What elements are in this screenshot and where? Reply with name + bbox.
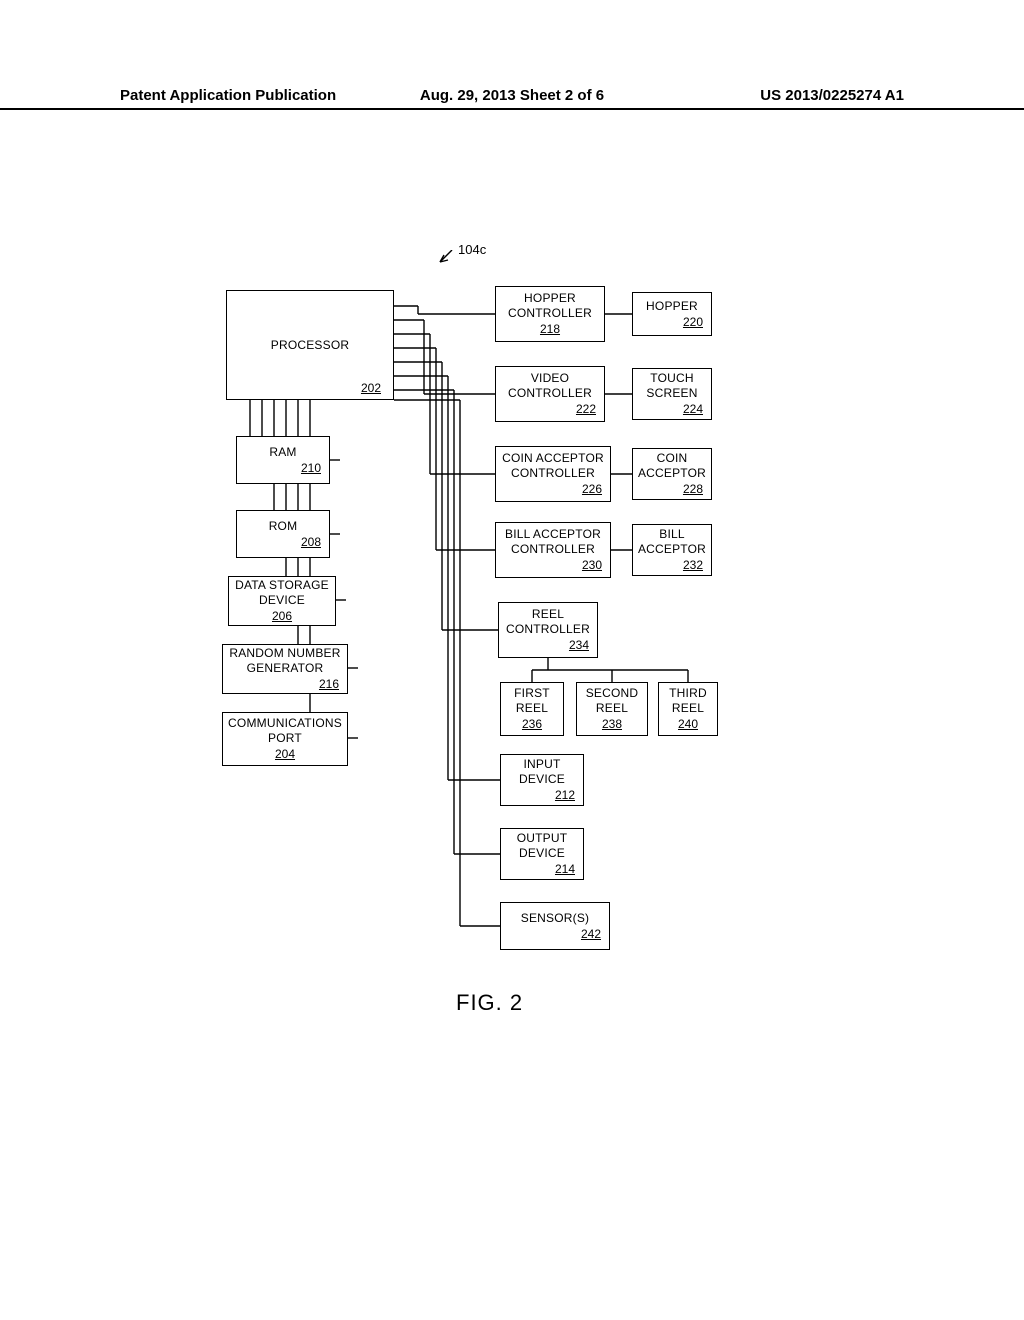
- reel-controller-label: REEL CONTROLLER: [503, 607, 593, 636]
- reel-controller-ref: 234: [569, 638, 589, 652]
- rom-ref: 208: [301, 535, 321, 549]
- figure-caption: FIG. 2: [456, 990, 523, 1016]
- video-controller-ref: 222: [576, 402, 596, 416]
- rng-label: RANDOM NUMBER GENERATOR: [227, 646, 343, 675]
- ram-label: RAM: [269, 445, 296, 459]
- reel-controller-block: REEL CONTROLLER 234: [498, 602, 598, 658]
- hopper-controller-block: HOPPER CONTROLLER 218: [495, 286, 605, 342]
- coin-acceptor-label: COIN ACCEPTOR: [637, 451, 707, 480]
- page: Patent Application Publication Aug. 29, …: [0, 0, 1024, 1320]
- sensors-label: SENSOR(S): [521, 911, 589, 925]
- coin-acceptor-controller-ref: 226: [582, 482, 602, 496]
- comm-port-block: COMMUNICATIONS PORT 204: [222, 712, 348, 766]
- first-reel-block: FIRST REEL 236: [500, 682, 564, 736]
- hopper-block: HOPPER 220: [632, 292, 712, 336]
- video-controller-block: VIDEO CONTROLLER 222: [495, 366, 605, 422]
- block-diagram: 104c PROCESSOR 202 RAM 210 ROM 208 DATA …: [0, 250, 1024, 1050]
- bill-acceptor-ref: 232: [683, 558, 703, 572]
- third-reel-block: THIRD REEL 240: [658, 682, 718, 736]
- header-left: Patent Application Publication: [120, 87, 381, 104]
- processor-ref: 202: [361, 381, 381, 395]
- input-device-ref: 212: [555, 788, 575, 802]
- hopper-label: HOPPER: [646, 299, 698, 313]
- ram-block: RAM 210: [236, 436, 330, 484]
- hopper-ref: 220: [683, 315, 703, 329]
- header-right: US 2013/0225274 A1: [643, 87, 904, 104]
- coin-acceptor-controller-label: COIN ACCEPTOR CONTROLLER: [500, 451, 606, 480]
- output-device-block: OUTPUT DEVICE 214: [500, 828, 584, 880]
- sensors-block: SENSOR(S) 242: [500, 902, 610, 950]
- rng-block: RANDOM NUMBER GENERATOR 216: [222, 644, 348, 694]
- input-device-block: INPUT DEVICE 212: [500, 754, 584, 806]
- comm-port-label: COMMUNICATIONS PORT: [227, 716, 343, 745]
- coin-acceptor-controller-block: COIN ACCEPTOR CONTROLLER 226: [495, 446, 611, 502]
- sensors-ref: 242: [581, 927, 601, 941]
- output-device-ref: 214: [555, 862, 575, 876]
- coin-acceptor-ref: 228: [683, 482, 703, 496]
- rom-block: ROM 208: [236, 510, 330, 558]
- second-reel-label: SECOND REEL: [581, 686, 643, 715]
- touch-screen-ref: 224: [683, 402, 703, 416]
- third-reel-label: THIRD REEL: [663, 686, 713, 715]
- assembly-ref-label: 104c: [458, 242, 486, 257]
- output-device-label: OUTPUT DEVICE: [505, 831, 579, 860]
- video-controller-label: VIDEO CONTROLLER: [500, 371, 600, 400]
- second-reel-block: SECOND REEL 238: [576, 682, 648, 736]
- ram-ref: 210: [301, 461, 321, 475]
- bill-acceptor-controller-block: BILL ACCEPTOR CONTROLLER 230: [495, 522, 611, 578]
- second-reel-ref: 238: [602, 717, 622, 731]
- touch-screen-block: TOUCH SCREEN 224: [632, 368, 712, 420]
- comm-port-ref: 204: [275, 747, 295, 761]
- bill-acceptor-block: BILL ACCEPTOR 232: [632, 524, 712, 576]
- first-reel-label: FIRST REEL: [505, 686, 559, 715]
- rom-label: ROM: [269, 519, 298, 533]
- data-storage-block: DATA STORAGE DEVICE 206: [228, 576, 336, 626]
- input-device-label: INPUT DEVICE: [505, 757, 579, 786]
- hopper-controller-label: HOPPER CONTROLLER: [500, 291, 600, 320]
- processor-label: PROCESSOR: [271, 338, 349, 352]
- header-mid: Aug. 29, 2013 Sheet 2 of 6: [381, 87, 642, 104]
- rng-ref: 216: [319, 677, 339, 691]
- touch-screen-label: TOUCH SCREEN: [637, 371, 707, 400]
- hopper-controller-ref: 218: [540, 322, 560, 336]
- data-storage-ref: 206: [272, 609, 292, 623]
- first-reel-ref: 236: [522, 717, 542, 731]
- bill-acceptor-controller-ref: 230: [582, 558, 602, 572]
- bill-acceptor-controller-label: BILL ACCEPTOR CONTROLLER: [500, 527, 606, 556]
- data-storage-label: DATA STORAGE DEVICE: [233, 578, 331, 607]
- page-header: Patent Application Publication Aug. 29, …: [0, 82, 1024, 110]
- bill-acceptor-label: BILL ACCEPTOR: [637, 527, 707, 556]
- processor-block: PROCESSOR 202: [226, 290, 394, 400]
- coin-acceptor-block: COIN ACCEPTOR 228: [632, 448, 712, 500]
- third-reel-ref: 240: [678, 717, 698, 731]
